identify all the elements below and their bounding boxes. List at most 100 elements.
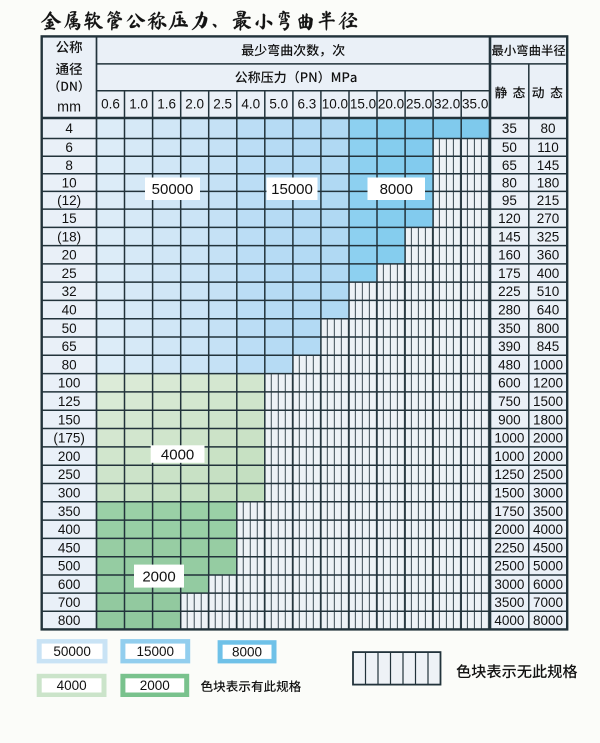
svg-text:800: 800 (537, 321, 560, 336)
svg-text:1500: 1500 (494, 486, 524, 501)
svg-text:80: 80 (540, 121, 555, 136)
svg-text:480: 480 (498, 357, 521, 372)
svg-text:2.5: 2.5 (213, 97, 232, 112)
svg-text:15: 15 (62, 211, 77, 226)
svg-text:8000: 8000 (380, 181, 413, 198)
svg-text:280: 280 (498, 303, 521, 318)
svg-text:65: 65 (502, 158, 517, 173)
svg-text:8000: 8000 (232, 645, 262, 660)
svg-text:110: 110 (537, 140, 559, 155)
svg-text:2500: 2500 (494, 559, 524, 574)
svg-text:mm: mm (57, 100, 81, 116)
svg-text:1200: 1200 (533, 376, 563, 391)
svg-text:450: 450 (58, 540, 81, 555)
svg-text:0.6: 0.6 (101, 97, 120, 112)
svg-text:2000: 2000 (533, 431, 563, 446)
svg-text:350: 350 (498, 321, 521, 336)
svg-text:50: 50 (62, 321, 77, 336)
svg-text:15000: 15000 (271, 181, 313, 198)
svg-text:1000: 1000 (494, 431, 524, 446)
svg-text:145: 145 (537, 158, 560, 173)
svg-text:65: 65 (62, 339, 77, 354)
svg-text:1000: 1000 (533, 357, 563, 372)
svg-text:180: 180 (537, 176, 560, 191)
svg-text:6.3: 6.3 (298, 97, 317, 112)
svg-text:80: 80 (502, 176, 517, 191)
svg-text:(12): (12) (57, 193, 81, 208)
svg-text:8: 8 (65, 158, 73, 173)
svg-text:2000: 2000 (533, 449, 563, 464)
svg-text:400: 400 (58, 522, 81, 537)
svg-text:200: 200 (58, 449, 81, 464)
svg-text:175: 175 (498, 266, 521, 281)
svg-text:1750: 1750 (494, 504, 524, 519)
svg-text:390: 390 (498, 339, 521, 354)
svg-text:20: 20 (62, 248, 77, 263)
svg-text:4000: 4000 (494, 613, 524, 628)
svg-text:750: 750 (498, 394, 521, 409)
svg-text:15.0: 15.0 (350, 97, 376, 112)
svg-text:32.0: 32.0 (434, 97, 460, 112)
svg-text:15000: 15000 (137, 644, 175, 659)
svg-text:35.0: 35.0 (462, 97, 488, 112)
svg-text:25: 25 (62, 266, 77, 281)
svg-text:5.0: 5.0 (269, 97, 288, 112)
svg-text:600: 600 (498, 376, 521, 391)
svg-text:4000: 4000 (533, 522, 563, 537)
svg-text:1000: 1000 (494, 449, 524, 464)
svg-text:600: 600 (58, 577, 81, 592)
svg-text:50000: 50000 (53, 644, 91, 659)
svg-text:500: 500 (58, 559, 81, 574)
svg-text:2250: 2250 (494, 540, 524, 555)
svg-text:80: 80 (62, 357, 77, 372)
svg-text:300: 300 (58, 486, 81, 501)
svg-text:250: 250 (58, 467, 81, 482)
svg-text:3000: 3000 (533, 486, 563, 501)
svg-text:20.0: 20.0 (378, 97, 404, 112)
svg-text:2000: 2000 (494, 522, 524, 537)
svg-text:845: 845 (537, 339, 560, 354)
svg-text:700: 700 (58, 595, 81, 610)
svg-text:800: 800 (58, 613, 81, 628)
svg-text:2.0: 2.0 (185, 97, 204, 112)
svg-text:2000: 2000 (140, 678, 170, 693)
svg-text:125: 125 (58, 394, 81, 409)
svg-text:4.0: 4.0 (241, 97, 260, 112)
svg-text:3000: 3000 (494, 577, 524, 592)
svg-text:25.0: 25.0 (406, 97, 432, 112)
svg-text:10: 10 (62, 176, 77, 191)
svg-text:4: 4 (65, 121, 73, 136)
svg-text:510: 510 (537, 284, 560, 299)
svg-text:1.6: 1.6 (157, 97, 176, 112)
svg-text:4500: 4500 (533, 540, 563, 555)
svg-text:35: 35 (502, 121, 517, 136)
svg-text:(175): (175) (53, 431, 85, 446)
svg-text:215: 215 (537, 193, 560, 208)
svg-text:325: 325 (537, 229, 560, 244)
svg-text:5000: 5000 (533, 559, 563, 574)
svg-text:1800: 1800 (533, 412, 563, 427)
svg-text:640: 640 (537, 303, 560, 318)
svg-text:50: 50 (502, 140, 517, 155)
svg-text:900: 900 (498, 412, 521, 427)
svg-text:2500: 2500 (533, 467, 563, 482)
svg-text:4000: 4000 (161, 446, 194, 463)
svg-text:360: 360 (537, 248, 560, 263)
svg-text:350: 350 (58, 504, 81, 519)
svg-text:8000: 8000 (533, 613, 563, 628)
svg-text:3500: 3500 (533, 504, 563, 519)
svg-text:4000: 4000 (57, 678, 87, 693)
svg-text:150: 150 (58, 412, 81, 427)
svg-text:1250: 1250 (494, 467, 524, 482)
svg-text:40: 40 (62, 303, 77, 318)
svg-text:225: 225 (498, 284, 521, 299)
svg-text:400: 400 (537, 266, 560, 281)
svg-text:10.0: 10.0 (322, 97, 348, 112)
svg-text:270: 270 (537, 211, 560, 226)
svg-text:1.0: 1.0 (129, 97, 148, 112)
svg-text:(18): (18) (57, 229, 81, 244)
svg-text:95: 95 (502, 193, 517, 208)
svg-text:50000: 50000 (152, 181, 194, 198)
svg-text:145: 145 (498, 229, 521, 244)
svg-text:2000: 2000 (142, 568, 175, 585)
